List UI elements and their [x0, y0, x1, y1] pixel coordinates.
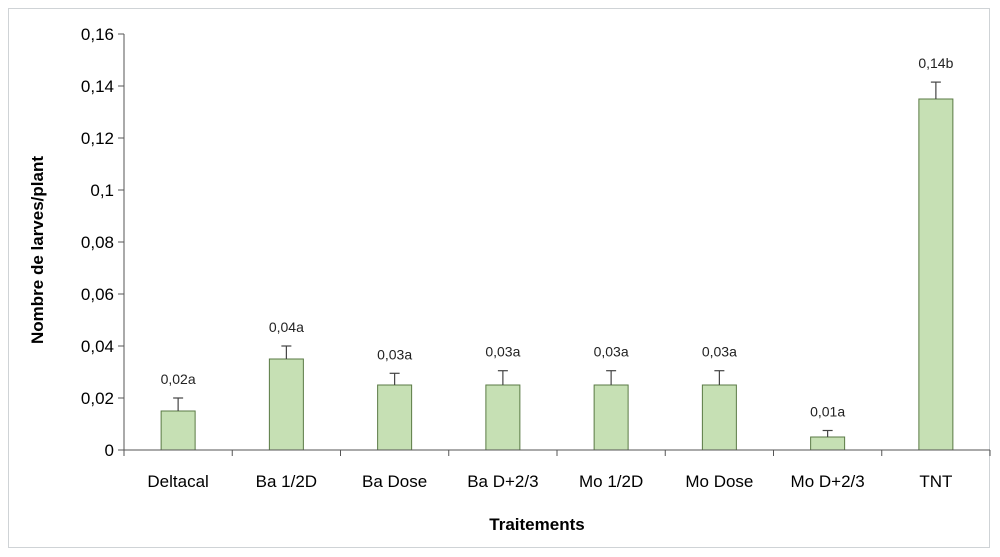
bar [160, 410, 196, 451]
y-tick-label: 0 [105, 441, 114, 460]
bar [593, 384, 629, 451]
y-tick-label: 0,02 [81, 389, 114, 408]
y-tick-label: 0,08 [81, 233, 114, 252]
bars [160, 98, 954, 451]
bar [810, 436, 846, 451]
y-tick-label: 0,06 [81, 285, 114, 304]
data-label: 0,03a [485, 344, 520, 360]
x-category-label: Mo D+2/3 [791, 472, 865, 491]
bar [377, 384, 413, 451]
bar [701, 384, 737, 451]
error-bars [173, 81, 941, 437]
y-tick-label: 0,04 [81, 337, 114, 356]
bar [485, 384, 521, 451]
y-axis-ticks: 0 0,02 0,04 0,06 0,08 0,1 0,12 0,14 0,16 [81, 25, 124, 460]
y-tick-label: 0,12 [81, 129, 114, 148]
bar [918, 98, 954, 451]
data-label: 0,04a [269, 319, 304, 335]
bar [268, 358, 304, 451]
x-category-label: Mo Dose [685, 472, 753, 491]
y-tick-label: 0,16 [81, 25, 114, 44]
chart-frame [8, 8, 990, 548]
data-label: 0,03a [594, 344, 629, 360]
x-category-label: TNT [919, 472, 952, 491]
x-category-label: Ba Dose [362, 472, 427, 491]
y-axis-title: Nombre de larves/plant [28, 156, 47, 344]
data-label: 0,14b [918, 55, 953, 71]
x-category-label: Mo 1/2D [579, 472, 643, 491]
data-label: 0,02a [161, 371, 196, 387]
data-label: 0,03a [702, 344, 737, 360]
x-axis-title: Traitements [489, 515, 584, 534]
data-labels: 0,02a 0,04a 0,03a 0,03a 0,03a 0,03a 0,01a 0,14b [161, 55, 954, 419]
x-category-label: Deltacal [147, 472, 208, 491]
x-category-label: Ba 1/2D [256, 472, 317, 491]
y-tick-label: 0,14 [81, 77, 114, 96]
x-axis-categories: Deltacal Ba 1/2D Ba Dose Ba D+2/3 Mo 1/2D Mo … [123, 450, 991, 491]
y-tick-label: 0,1 [90, 181, 114, 200]
data-label: 0,01a [810, 404, 845, 420]
data-label: 0,03a [377, 346, 412, 362]
x-category-label: Ba D+2/3 [467, 472, 538, 491]
